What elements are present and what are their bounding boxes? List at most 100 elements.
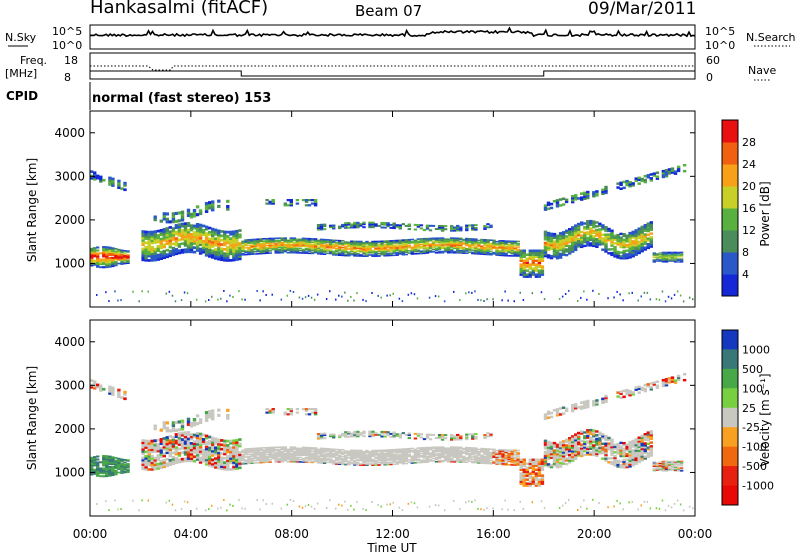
power-cell bbox=[468, 240, 472, 242]
velocity-cell bbox=[108, 461, 112, 464]
velocity-cell bbox=[425, 459, 430, 461]
velocity-cell bbox=[256, 453, 260, 455]
velocity-cell bbox=[90, 463, 94, 466]
power-cell bbox=[459, 299, 461, 302]
power-cell bbox=[564, 253, 569, 257]
power-cell bbox=[589, 234, 593, 238]
velocity-cell bbox=[186, 448, 191, 452]
velocity-cell bbox=[198, 445, 203, 449]
power-cell bbox=[316, 241, 321, 244]
velocity-cell bbox=[235, 443, 239, 446]
velocity-cell bbox=[259, 456, 263, 458]
velocity-cell bbox=[298, 505, 301, 508]
velocity-cell bbox=[286, 456, 290, 458]
power-cell bbox=[528, 253, 532, 256]
velocity-cell bbox=[117, 468, 121, 470]
power-cell bbox=[201, 229, 206, 232]
power-cell bbox=[501, 254, 505, 257]
velocity-cell bbox=[486, 458, 490, 460]
power-cell bbox=[171, 233, 176, 237]
power-cell bbox=[310, 241, 315, 243]
power-cell bbox=[598, 233, 602, 237]
velocity-cell bbox=[456, 447, 460, 450]
power-cell bbox=[120, 256, 124, 259]
velocity-cell bbox=[368, 433, 372, 436]
velocity-cell bbox=[117, 508, 119, 511]
velocity-cell bbox=[271, 457, 275, 460]
power-heatmap bbox=[90, 164, 694, 303]
power-cell bbox=[253, 247, 257, 250]
velocity-cell bbox=[437, 447, 442, 450]
power-cell bbox=[489, 226, 493, 229]
power-cell bbox=[561, 249, 566, 253]
power-cell bbox=[604, 229, 608, 233]
power-cell bbox=[395, 247, 399, 250]
power-cell bbox=[268, 242, 272, 244]
velocity-cell bbox=[434, 457, 439, 460]
power-cell bbox=[211, 208, 215, 212]
velocity-cell bbox=[93, 457, 97, 460]
power-cell bbox=[592, 244, 596, 248]
power-cell bbox=[673, 253, 678, 256]
velocity-cell bbox=[298, 448, 303, 451]
power-cell bbox=[546, 201, 551, 205]
power-cell bbox=[465, 227, 469, 230]
velocity-cell bbox=[407, 447, 411, 450]
power-cell bbox=[165, 242, 169, 246]
noise-left-tick-bottom: 10^0 bbox=[52, 39, 82, 52]
power-cell bbox=[574, 226, 578, 229]
power-cell bbox=[283, 246, 287, 248]
power-cell bbox=[292, 251, 297, 254]
velocity-cell bbox=[322, 447, 327, 450]
power-cell bbox=[265, 250, 269, 252]
velocity-cell bbox=[150, 457, 154, 460]
velocity-cell bbox=[117, 388, 121, 392]
velocity-cell bbox=[259, 452, 263, 455]
power-colorbar-swatch bbox=[722, 142, 738, 165]
velocity-cell bbox=[540, 460, 545, 463]
velocity-cell bbox=[165, 438, 169, 441]
velocity-cell bbox=[522, 482, 526, 485]
power-cell bbox=[568, 244, 572, 248]
velocity-cell bbox=[223, 463, 227, 467]
power-cell bbox=[114, 290, 116, 293]
velocity-cell bbox=[564, 502, 567, 504]
power-cell bbox=[471, 240, 475, 242]
power-cell bbox=[446, 248, 451, 251]
velocity-cell bbox=[474, 499, 476, 502]
power-cell bbox=[413, 249, 418, 252]
power-cell bbox=[486, 245, 490, 248]
power-cell bbox=[495, 249, 499, 252]
power-cell bbox=[522, 255, 526, 258]
power-cell bbox=[634, 246, 638, 249]
power-cell bbox=[268, 250, 272, 252]
power-cell bbox=[298, 240, 303, 243]
power-cell bbox=[383, 254, 387, 257]
power-cell bbox=[322, 251, 327, 253]
power-cell bbox=[313, 238, 318, 240]
velocity-cell bbox=[534, 472, 539, 475]
velocity-cell bbox=[377, 449, 381, 452]
velocity-cell bbox=[335, 448, 339, 451]
power-cell bbox=[450, 250, 454, 253]
power-cell bbox=[601, 242, 605, 246]
power-cell bbox=[574, 194, 578, 197]
power-cell bbox=[522, 275, 526, 278]
power-cell bbox=[489, 247, 493, 249]
velocity-cell bbox=[123, 462, 127, 464]
velocity-cell bbox=[295, 449, 300, 452]
power-cell bbox=[652, 254, 656, 256]
power-cell bbox=[531, 259, 535, 262]
power-cell bbox=[126, 255, 130, 257]
power-cell bbox=[507, 247, 511, 249]
power-cell bbox=[586, 227, 590, 230]
power-cell bbox=[664, 300, 667, 303]
velocity-cell bbox=[486, 449, 490, 451]
velocity-cell bbox=[443, 455, 448, 457]
power-cell bbox=[389, 247, 393, 250]
power-cell bbox=[283, 245, 287, 247]
power-cell bbox=[292, 239, 297, 242]
power-cell bbox=[141, 236, 145, 240]
power-cell bbox=[586, 190, 590, 194]
velocity-cell bbox=[456, 454, 460, 456]
